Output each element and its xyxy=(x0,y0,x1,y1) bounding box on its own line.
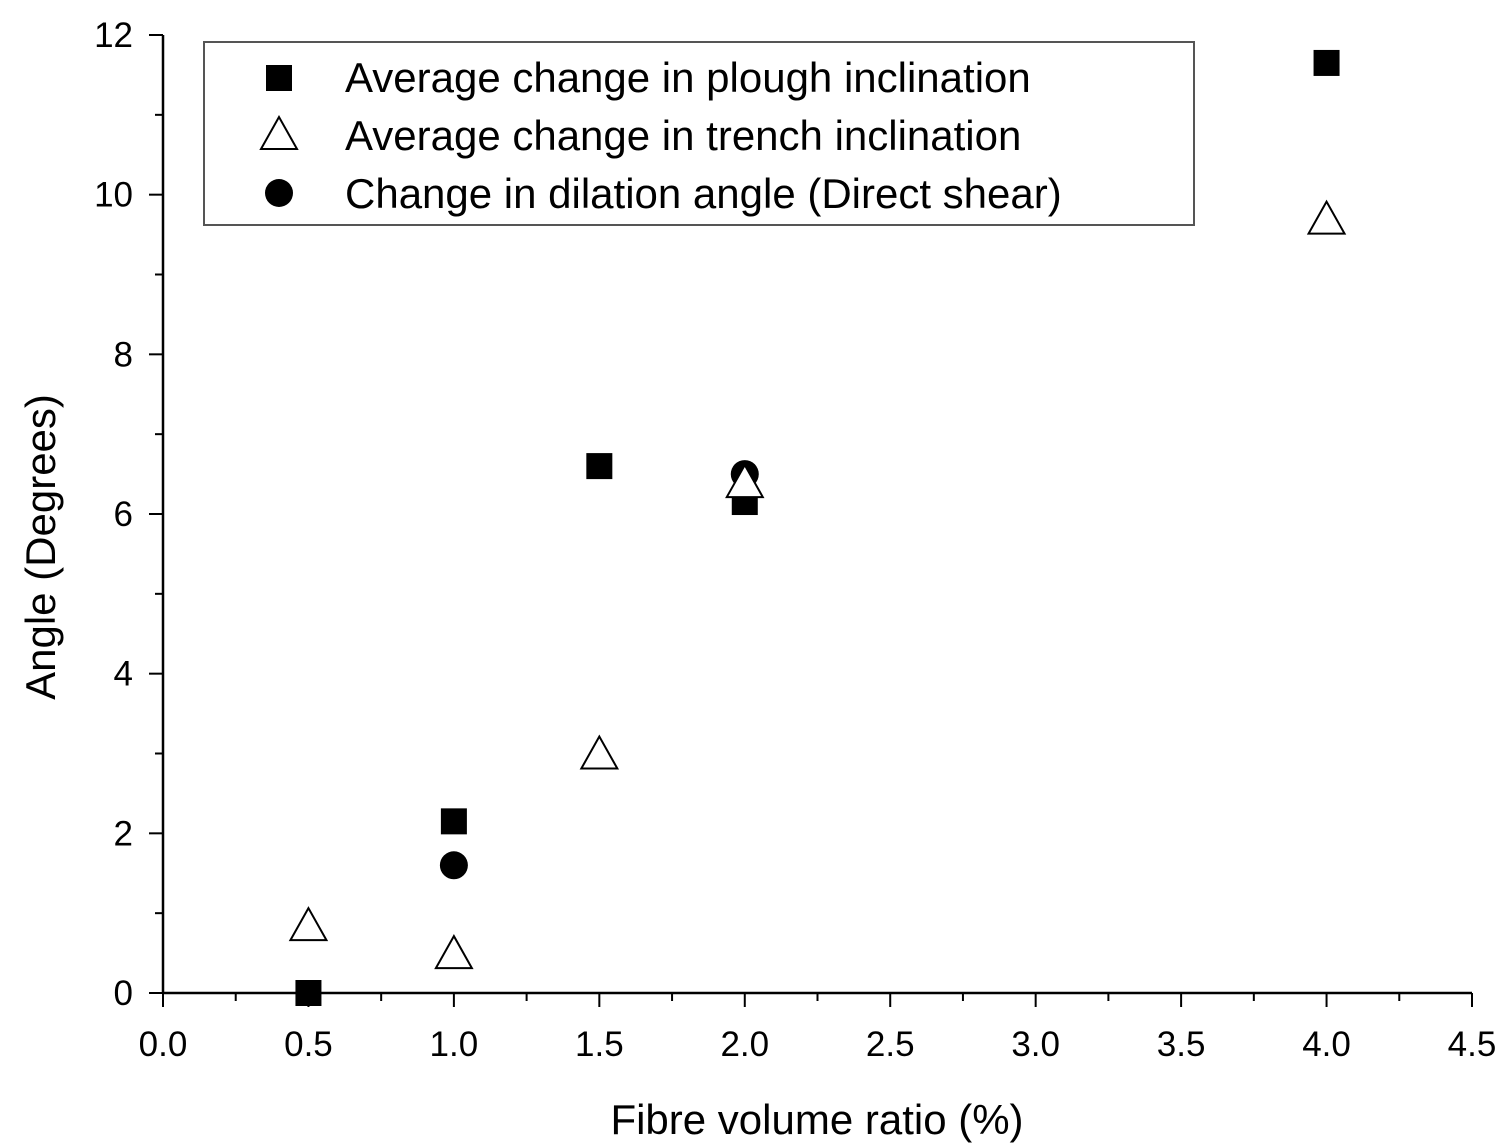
x-tick-label: 0.5 xyxy=(284,1025,333,1064)
y-axis-title: Angle (Degrees) xyxy=(17,394,64,700)
legend: Average change in plough inclination Ave… xyxy=(203,41,1195,226)
square-marker-data-point xyxy=(586,453,613,480)
triangle-marker-legend xyxy=(259,114,299,150)
legend-label-dilation: Change in dilation angle (Direct shear) xyxy=(345,170,1062,217)
y-tick-label: 12 xyxy=(94,16,133,55)
axis-ticks: 0.0 0.5 1.0 1.5 2.0 2.5 3.0 3.5 4.0 4.5 0 2 4 6 8 10 12 xyxy=(94,16,1496,1064)
x-tick-label: 1.5 xyxy=(575,1025,624,1064)
triangle-marker-data-point xyxy=(725,463,765,499)
x-tick-label: 3.0 xyxy=(1011,1025,1060,1064)
triangle-marker-data-point xyxy=(434,934,474,970)
square-marker-data-point xyxy=(295,980,322,1006)
circle-marker-legend xyxy=(265,179,293,207)
triangle-marker-data-point xyxy=(1306,199,1347,235)
legend-markers xyxy=(259,65,299,207)
y-tick-label: 0 xyxy=(114,974,133,1013)
legend-label-plough: Average change in plough inclination xyxy=(345,54,1031,101)
x-tick-label: 0.0 xyxy=(139,1025,188,1064)
square-marker-legend xyxy=(266,65,292,91)
legend-box xyxy=(203,41,1195,226)
y-tick-label: 2 xyxy=(114,814,133,853)
circle-marker-data-point xyxy=(439,851,468,880)
square-marker-data-point xyxy=(1313,49,1340,76)
x-tick-label: 3.5 xyxy=(1157,1025,1206,1064)
x-axis-title: Fibre volume ratio (%) xyxy=(610,1096,1023,1143)
x-tick-label: 4.0 xyxy=(1302,1025,1351,1064)
triangle-marker-data-point xyxy=(579,734,620,770)
square-marker-data-point xyxy=(440,808,467,835)
triangle-marker-data-point xyxy=(288,906,329,942)
y-tick-label: 6 xyxy=(114,495,133,534)
x-tick-label: 2.5 xyxy=(866,1025,915,1064)
legend-label-trench: Average change in trench inclination xyxy=(345,112,1021,159)
data-points xyxy=(288,49,1347,1006)
y-tick-label: 8 xyxy=(114,335,133,374)
x-tick-label: 1.0 xyxy=(430,1025,479,1064)
y-tick-label: 10 xyxy=(94,176,133,215)
y-tick-label: 4 xyxy=(114,655,133,694)
x-tick-label: 2.0 xyxy=(720,1025,769,1064)
x-tick-label: 4.5 xyxy=(1448,1025,1497,1064)
